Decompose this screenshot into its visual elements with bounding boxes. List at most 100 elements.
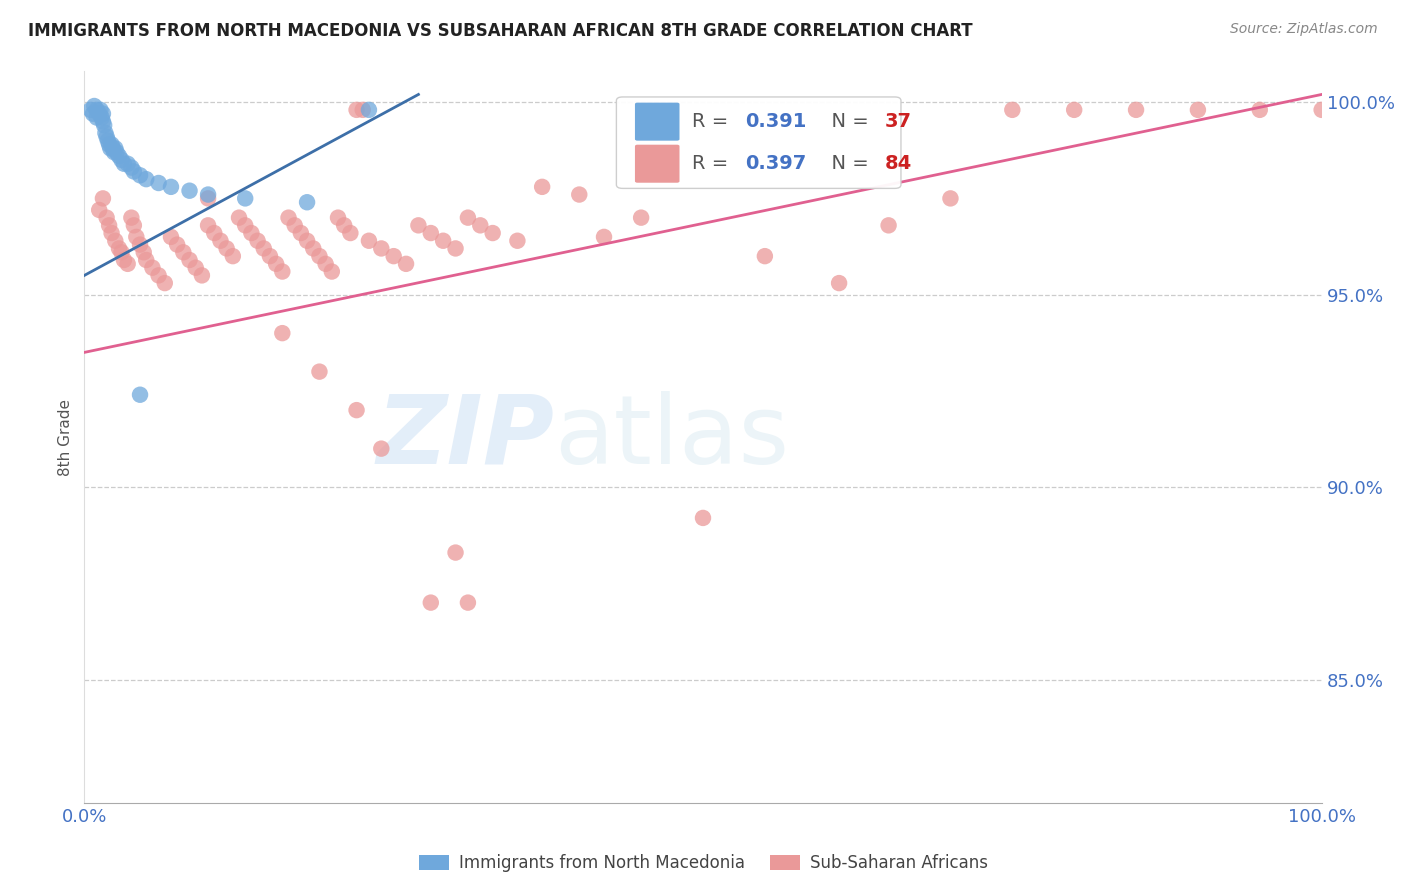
Point [352,103,374,117]
Point [153,276,176,290]
Point [357,234,380,248]
Point [96,211,118,225]
Point [271,264,294,278]
Point [82,106,104,120]
Point [302,242,325,256]
Point [172,245,194,260]
Point [90,111,112,125]
Point [346,103,368,117]
Point [191,268,214,283]
Point [1249,103,1271,117]
Point [470,219,492,233]
Point [112,252,135,267]
Point [444,242,467,256]
Point [98,219,121,233]
Point [110,153,132,167]
Point [877,219,900,233]
Point [98,141,121,155]
Point [1063,103,1085,117]
Point [135,252,157,267]
Point [419,596,441,610]
Point [481,226,503,240]
Point [531,179,554,194]
Point [432,234,454,248]
Text: 37: 37 [884,112,912,131]
Point [315,257,337,271]
Point [108,149,131,163]
Point [370,442,392,456]
Point [120,161,142,175]
Point [105,145,128,160]
Point [97,134,120,148]
Y-axis label: 8th Grade: 8th Grade [58,399,73,475]
FancyBboxPatch shape [636,145,679,183]
Point [148,176,170,190]
Point [457,596,479,610]
Point [333,219,356,233]
Point [457,211,479,225]
Point [1310,103,1333,117]
Point [148,268,170,283]
Point [129,388,152,402]
Point [228,211,250,225]
Point [91,114,114,128]
Text: Source: ZipAtlas.com: Source: ZipAtlas.com [1230,22,1378,37]
Point [246,234,269,248]
Point [117,257,139,271]
Point [326,211,349,225]
Point [117,157,139,171]
Point [308,249,330,263]
Point [202,226,225,240]
Point [308,365,330,379]
Point [96,129,118,144]
Point [86,103,108,117]
Text: R =: R = [692,112,734,131]
Text: 0.397: 0.397 [745,154,806,173]
Point [692,511,714,525]
Text: N =: N = [820,154,876,173]
Point [395,257,418,271]
Point [197,187,219,202]
Point [86,111,108,125]
Point [89,106,111,120]
Point [89,103,111,117]
Point [125,230,148,244]
Point [346,403,368,417]
Point [122,164,145,178]
Point [135,172,157,186]
Point [197,219,219,233]
Point [98,137,121,152]
Point [259,249,281,263]
Point [91,191,114,205]
Point [122,219,145,233]
Point [1187,103,1209,117]
Point [271,326,294,340]
Point [101,141,124,155]
Point [179,184,201,198]
Text: 84: 84 [884,154,912,173]
Text: IMMIGRANTS FROM NORTH MACEDONIA VS SUBSAHARAN AFRICAN 8TH GRADE CORRELATION CHAR: IMMIGRANTS FROM NORTH MACEDONIA VS SUBSA… [28,22,973,40]
Point [112,157,135,171]
Point [290,226,312,240]
Point [166,237,188,252]
Point [233,191,256,205]
Point [408,219,430,233]
Point [120,211,142,225]
Point [264,257,287,271]
Point [382,249,405,263]
Point [939,191,962,205]
Point [94,126,117,140]
Point [197,191,219,205]
Point [295,195,318,210]
Point [100,226,122,240]
Point [339,226,361,240]
Text: N =: N = [820,112,876,131]
Point [132,245,155,260]
Point [179,252,201,267]
Point [209,234,232,248]
Point [370,242,392,256]
Text: 0.391: 0.391 [745,112,807,131]
Point [357,103,380,117]
Point [233,219,256,233]
Point [1001,103,1024,117]
